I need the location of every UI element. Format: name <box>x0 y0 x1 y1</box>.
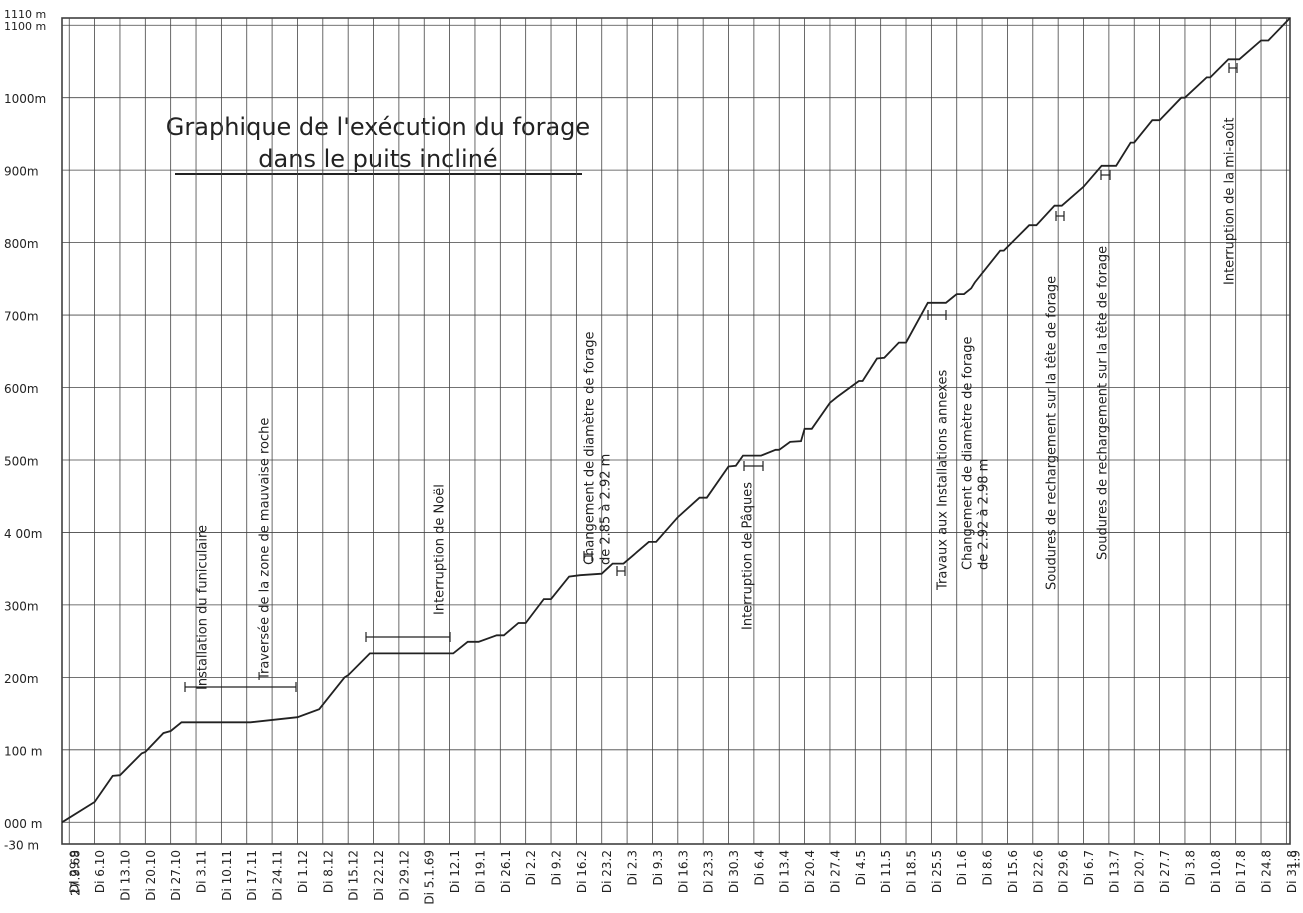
y-tick-label: 1110 m <box>4 8 46 21</box>
y-tick-label: 600m <box>4 382 39 396</box>
x-tick-label: Di 26.1 <box>499 850 513 893</box>
annotation: Interruption de la mi-août <box>1223 118 1238 285</box>
progress-line <box>61 17 1291 824</box>
x-tick-label: Di 19.1 <box>473 850 487 893</box>
y-tick-label: 300m <box>4 599 39 613</box>
x-tick-label: Di 12.1 <box>448 850 462 893</box>
y-tick-label: 900m <box>4 165 39 179</box>
y-tick-label: 800m <box>4 237 39 251</box>
y-tick-label: 1100 m <box>4 20 46 33</box>
x-tick-label: Di 24.11 <box>271 850 285 901</box>
x-tick-label: Di 6.7 <box>1082 850 1096 885</box>
x-tick-label: Di 23.2 <box>600 850 614 893</box>
x-tick-label: Di 13.4 <box>778 850 792 893</box>
x-tick-label: Di 17.8 <box>1234 850 1248 893</box>
y-tick-label: 1000m <box>4 92 46 106</box>
x-tick-label: Di 20.7 <box>1133 850 1147 893</box>
chart-title: Graphique de l'exécution du forage <box>166 113 590 141</box>
x-tick-label: Di 15.12 <box>347 850 361 901</box>
x-tick-label: Di 6.4 <box>752 850 766 885</box>
annotation: Interruption de Noël <box>433 484 448 615</box>
chart-subtitle: dans le puits incliné <box>258 145 497 173</box>
x-tick-label: Di 29.6 <box>1057 850 1071 893</box>
x-tick-label: Di 2.3 <box>626 850 640 885</box>
x-tick-label: Di 23.3 <box>702 850 716 893</box>
x-tick-label: Di 2.2 <box>524 850 538 885</box>
x-tick-label: Di 30.3 <box>727 850 741 893</box>
x-tick-label: Di 15.6 <box>1006 850 1020 893</box>
x-tick-label: Di 24.8 <box>1260 850 1274 893</box>
x-tick-label: Di 16.3 <box>676 850 690 893</box>
x-tick-label: Di 29.12 <box>397 850 411 901</box>
x-tick-label: Di 8.12 <box>321 850 335 893</box>
x-tick-label: Di 1.12 <box>296 850 310 893</box>
x-tick-label: Di 1.6 <box>955 850 969 885</box>
x-tick-label: Di 18.5 <box>905 850 919 893</box>
annotation: Travaux aux Installations annexes <box>936 369 951 591</box>
annotation: Soudures de rechargement sur la tête de … <box>1045 276 1060 590</box>
x-tick-label: Di 22.12 <box>372 850 386 901</box>
x-tick-label: Di 27.7 <box>1158 850 1172 893</box>
x-tick-label: Di 13.10 <box>118 850 132 901</box>
x-tick-label: Di 3.8 <box>1183 850 1197 885</box>
x-tick-label: Di 27.4 <box>828 850 842 893</box>
x-tick-label: Di 4.5 <box>854 850 868 885</box>
x-tick-label: 1.9 <box>1289 850 1303 869</box>
x-tick-label: Di 17.11 <box>245 850 259 901</box>
x-tick-label: 27.9.68 <box>69 850 83 896</box>
annotation: de 2.85 à 2.92 m <box>599 454 614 565</box>
y-tick-label: 000 m <box>4 817 42 831</box>
y-tick-label: 100 m <box>4 744 42 758</box>
x-tick-label: Di 10.8 <box>1209 850 1223 893</box>
y-tick-label: 500m <box>4 454 39 468</box>
x-tick-label: Di 5.1.69 <box>423 850 437 905</box>
annotation: Installation du funiculaire <box>196 525 211 690</box>
x-tick-label: Di 25.5 <box>930 850 944 893</box>
x-tick-label: Di 6.10 <box>93 850 107 893</box>
x-tick-label: Di 29.9 <box>68 850 82 893</box>
annotation: Changement de diamètre de forage <box>583 331 598 565</box>
annotation: Interruption de Pâques <box>741 482 756 630</box>
annotation: Soudures de rechargement sur la tête de … <box>1096 246 1111 560</box>
x-tick-label: Di 8.6 <box>981 850 995 885</box>
y-tick-label: 200m <box>4 672 39 686</box>
x-tick-label: Di 20.4 <box>803 850 817 893</box>
annotation: Traversée de la zone de mauvaise roche <box>258 418 273 681</box>
x-tick-label: Di 22.6 <box>1031 850 1045 893</box>
annotation: de 2.92 à 2.98 m <box>977 459 992 570</box>
annotation: Changement de diamètre de forage <box>961 336 976 570</box>
x-tick-label: Di 9.2 <box>550 850 564 885</box>
x-tick-label: Di 9.3 <box>651 850 665 885</box>
y-tick-label: -30 m <box>4 839 39 853</box>
x-tick-label: Di 10.11 <box>220 850 234 901</box>
x-tick-label: Di 11.5 <box>879 850 893 893</box>
x-tick-label: Di 31.8 <box>1285 850 1299 893</box>
x-tick-label: Di 3.11 <box>195 850 209 893</box>
x-tick-label: Di 27.10 <box>169 850 183 901</box>
x-tick-label: Di 16.2 <box>575 850 589 893</box>
x-tick-label: Di 13.7 <box>1107 850 1121 893</box>
x-tick-label: Di 20.10 <box>144 850 158 901</box>
y-tick-label: 700m <box>4 310 39 324</box>
y-tick-label: 4 00m <box>4 527 42 541</box>
